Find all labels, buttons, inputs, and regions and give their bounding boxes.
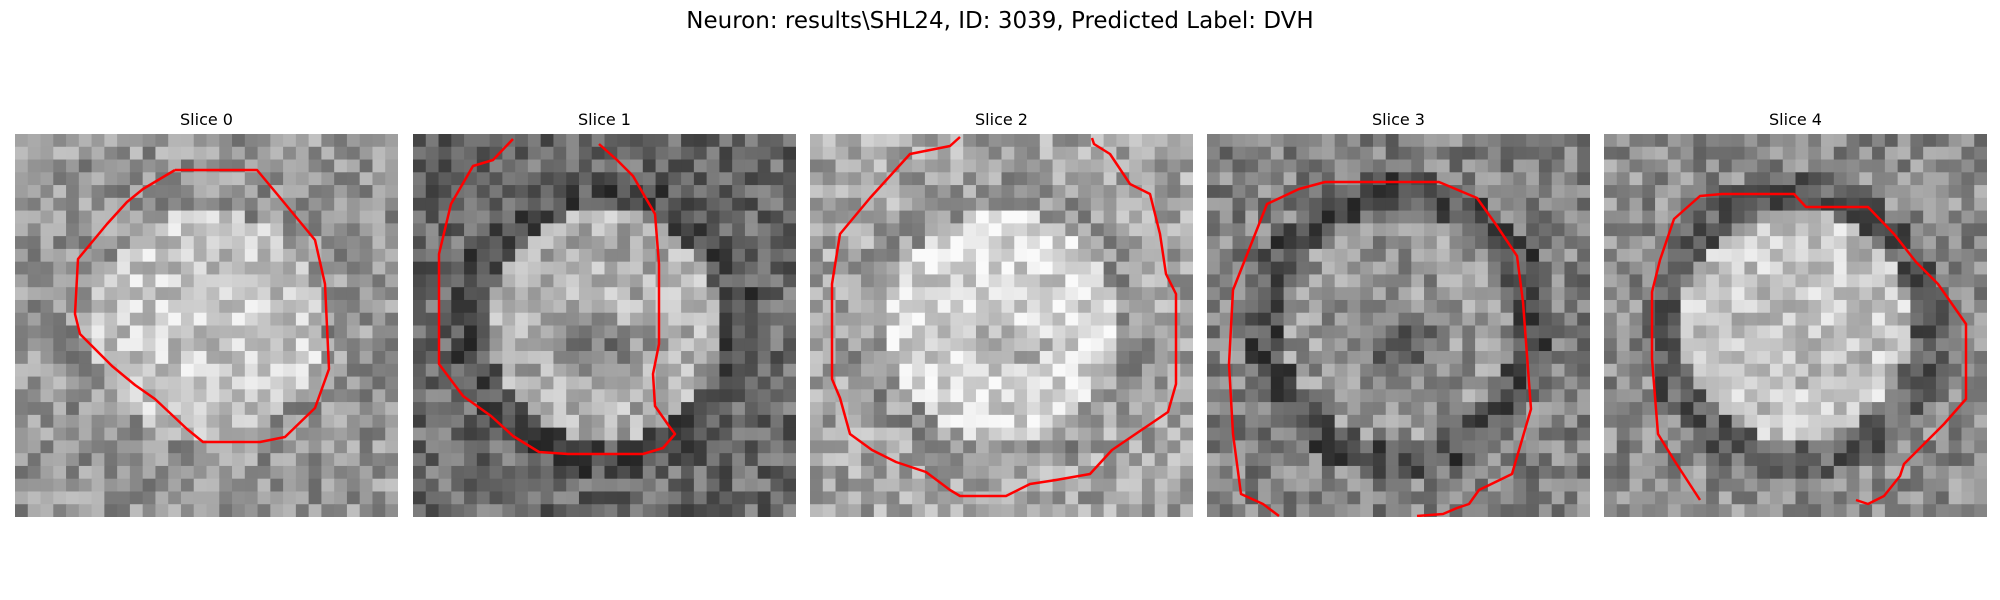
slice-image	[1207, 134, 1590, 517]
roi-contour	[437, 138, 677, 456]
slice-panel-2: Slice 2	[810, 108, 1193, 517]
slice-image	[413, 134, 796, 517]
slice-image	[1604, 134, 1987, 517]
roi-contour	[73, 168, 331, 444]
roi-contour	[1650, 192, 1968, 506]
slice-image	[15, 134, 398, 517]
figure-title: Neuron: results\SHL24, ID: 3039, Predict…	[686, 8, 1314, 34]
pixel-grid	[15, 134, 398, 517]
slice-title: Slice 3	[1372, 110, 1425, 129]
slice-panel-4: Slice 4	[1604, 108, 1987, 517]
slice-title: Slice 0	[180, 110, 233, 129]
slice-title: Slice 1	[578, 110, 631, 129]
roi-contour	[1227, 180, 1533, 517]
slice-title: Slice 4	[1769, 110, 1822, 129]
slice-panel-0: Slice 0	[15, 108, 398, 517]
slice-image	[810, 134, 1193, 517]
slice-panel-1: Slice 1	[413, 108, 796, 517]
pixel-grid	[413, 134, 796, 517]
pixel-grid	[1207, 134, 1590, 517]
roi-contour	[830, 136, 1178, 498]
slice-panel-3: Slice 3	[1207, 108, 1590, 517]
pixel-grid	[1604, 134, 1987, 517]
pixel-grid	[810, 134, 1193, 517]
slice-title: Slice 2	[975, 110, 1028, 129]
